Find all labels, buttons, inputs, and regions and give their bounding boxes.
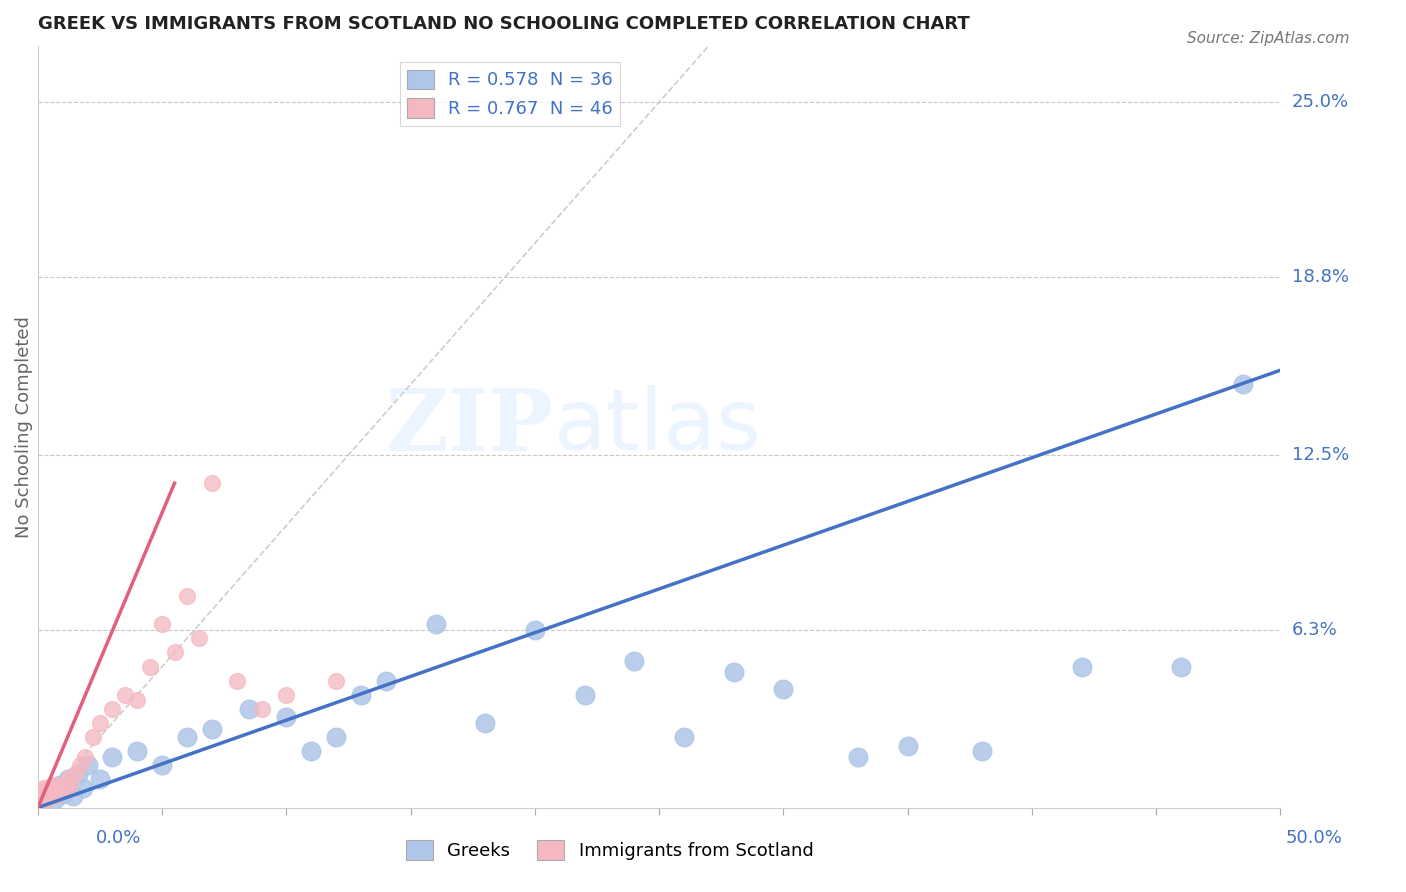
- Point: [138, 659, 160, 673]
- Legend: R = 0.578  N = 36, R = 0.767  N = 46: R = 0.578 N = 36, R = 0.767 N = 46: [399, 62, 620, 126]
- Point: [66, 766, 89, 780]
- Point: [30, 789, 52, 804]
- Text: 6.3%: 6.3%: [1292, 621, 1337, 639]
- Point: [574, 688, 596, 702]
- Point: [34, 787, 56, 801]
- Point: [188, 632, 211, 646]
- Point: [37, 787, 59, 801]
- Point: [325, 730, 347, 744]
- Point: [72, 780, 94, 795]
- Point: [28, 792, 51, 806]
- Point: [30, 787, 52, 801]
- Point: [46, 787, 69, 801]
- Point: [163, 645, 186, 659]
- Point: [45, 780, 67, 795]
- Point: [35, 783, 58, 797]
- Point: [28, 795, 51, 809]
- Text: Source: ZipAtlas.com: Source: ZipAtlas.com: [1187, 31, 1350, 46]
- Point: [52, 778, 75, 792]
- Point: [31, 783, 53, 797]
- Point: [127, 744, 149, 758]
- Point: [38, 780, 60, 795]
- Point: [114, 688, 136, 702]
- Point: [44, 792, 66, 806]
- Point: [31, 789, 53, 804]
- Point: [35, 789, 58, 804]
- Point: [374, 673, 396, 688]
- Point: [1232, 377, 1254, 392]
- Point: [673, 730, 696, 744]
- Point: [846, 749, 869, 764]
- Point: [772, 682, 794, 697]
- Point: [89, 772, 111, 787]
- Point: [32, 780, 55, 795]
- Point: [523, 623, 546, 637]
- Point: [59, 778, 82, 792]
- Point: [101, 749, 124, 764]
- Point: [250, 702, 273, 716]
- Point: [69, 758, 91, 772]
- Point: [723, 665, 745, 680]
- Text: 12.5%: 12.5%: [1292, 446, 1348, 464]
- Text: 18.8%: 18.8%: [1292, 268, 1348, 286]
- Text: ZIP: ZIP: [385, 384, 554, 468]
- Point: [1070, 659, 1092, 673]
- Point: [34, 792, 56, 806]
- Point: [176, 589, 198, 603]
- Point: [52, 787, 75, 801]
- Point: [238, 702, 260, 716]
- Point: [1170, 659, 1192, 673]
- Point: [276, 710, 298, 724]
- Point: [897, 739, 920, 753]
- Point: [75, 749, 97, 764]
- Point: [350, 688, 373, 702]
- Point: [150, 617, 173, 632]
- Point: [201, 722, 224, 736]
- Point: [201, 476, 224, 491]
- Point: [31, 792, 53, 806]
- Point: [623, 654, 645, 668]
- Text: 25.0%: 25.0%: [1292, 93, 1348, 112]
- Point: [62, 789, 84, 804]
- Point: [49, 778, 72, 792]
- Text: 50.0%: 50.0%: [1286, 830, 1343, 847]
- Point: [42, 789, 65, 804]
- Point: [39, 783, 62, 797]
- Point: [41, 778, 63, 792]
- Point: [63, 766, 86, 780]
- Point: [150, 758, 173, 772]
- Y-axis label: No Schooling Completed: No Schooling Completed: [15, 316, 32, 538]
- Point: [299, 744, 322, 758]
- Text: 0.0%: 0.0%: [96, 830, 141, 847]
- Point: [56, 772, 79, 787]
- Point: [101, 702, 124, 716]
- Point: [225, 673, 247, 688]
- Point: [127, 693, 149, 707]
- Point: [37, 792, 59, 806]
- Point: [44, 787, 66, 801]
- Point: [474, 715, 496, 730]
- Point: [276, 688, 298, 702]
- Point: [82, 730, 104, 744]
- Point: [176, 730, 198, 744]
- Point: [89, 715, 111, 730]
- Point: [42, 783, 65, 797]
- Text: GREEK VS IMMIGRANTS FROM SCOTLAND NO SCHOOLING COMPLETED CORRELATION CHART: GREEK VS IMMIGRANTS FROM SCOTLAND NO SCH…: [38, 15, 970, 33]
- Point: [325, 673, 347, 688]
- Point: [76, 758, 98, 772]
- Point: [972, 744, 994, 758]
- Point: [425, 617, 447, 632]
- Text: atlas: atlas: [554, 385, 762, 468]
- Point: [56, 772, 79, 787]
- Point: [34, 789, 56, 804]
- Point: [32, 787, 55, 801]
- Point: [49, 783, 72, 797]
- Point: [39, 787, 62, 801]
- Point: [53, 780, 76, 795]
